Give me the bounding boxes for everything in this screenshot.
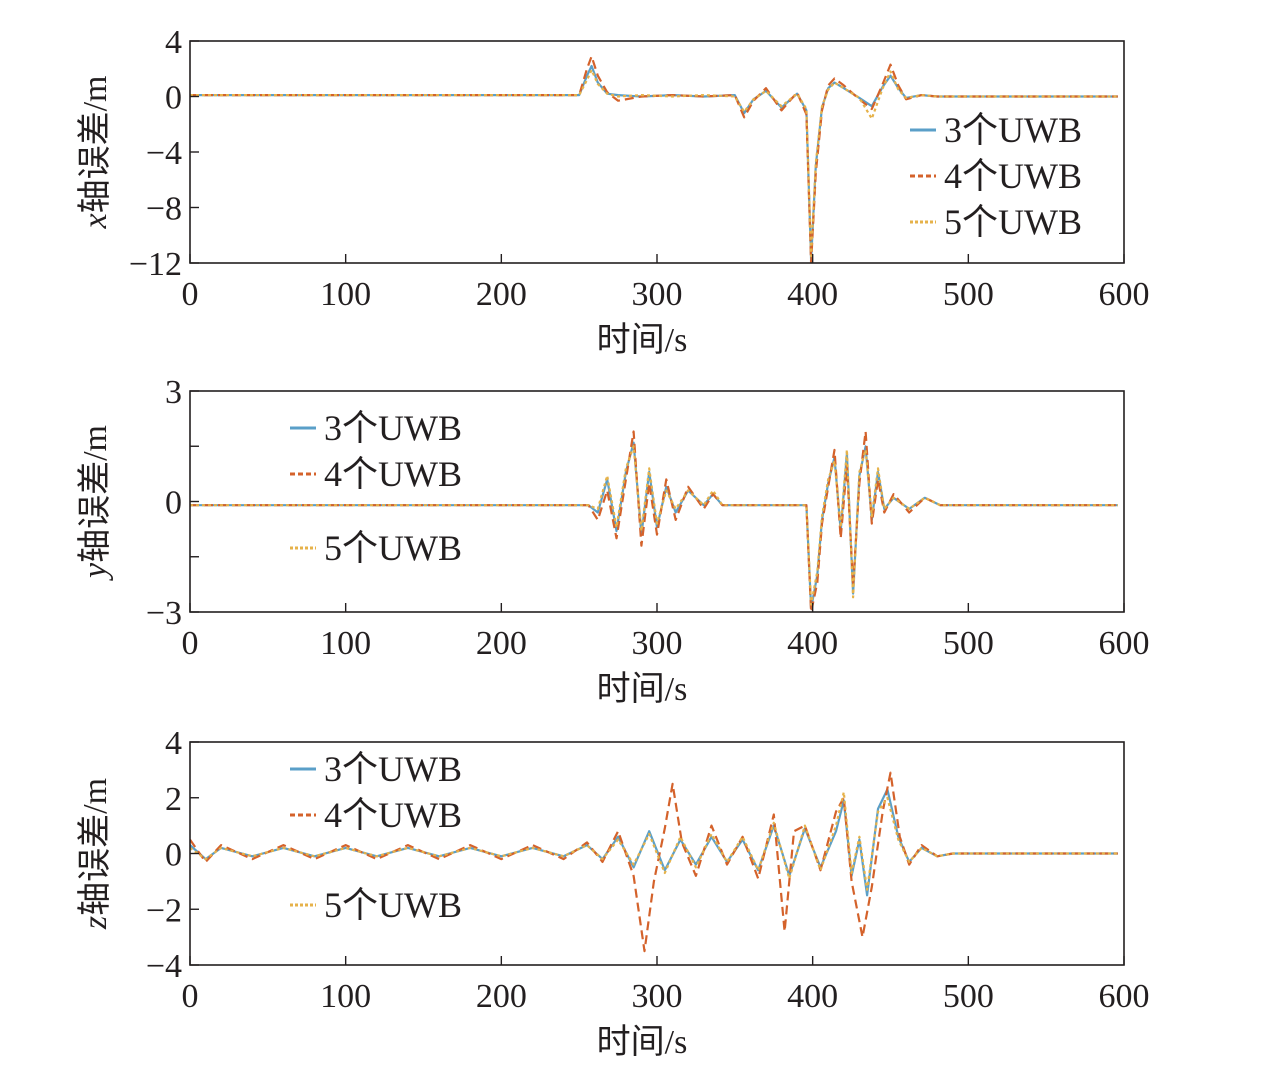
y-tick-label: −4 [146, 135, 182, 172]
x-tick-label: 200 [476, 625, 527, 662]
y-tick-label: 0 [165, 837, 182, 874]
x-tick-label: 500 [943, 625, 994, 662]
x-tick-label: 300 [632, 625, 683, 662]
x-tick-label: 400 [787, 625, 838, 662]
y-axis-title-variable: y [77, 562, 114, 581]
y-tick-label: −3 [146, 595, 182, 632]
series-line-5-uwb [190, 69, 1118, 258]
legend-label-4-uwb: 4个UWB [324, 795, 462, 835]
legend-label-3-uwb: 3个UWB [944, 110, 1082, 150]
legend-label-3-uwb: 3个UWB [324, 749, 462, 789]
y-axis-title-variable: z [77, 916, 114, 930]
y-tick-label: 4 [165, 24, 182, 61]
x-tick-label: 0 [182, 276, 199, 313]
y-tick-label: 0 [165, 485, 182, 522]
series-line-5-uwb [190, 445, 1118, 606]
x-tick-label: 600 [1099, 625, 1150, 662]
subplot-1: 0 100 200 300 400 500 600 4 0 −4 −8 −12 时间/s x轴误差/m 3个… [76, 24, 1150, 359]
x-axis-title: 时间/s [597, 322, 688, 359]
y-axis-title: z轴误差/m [76, 778, 114, 930]
x-tick-label: 600 [1099, 276, 1150, 313]
y-axis-title-text: 轴误差/m [76, 778, 114, 916]
y-axis-title: x轴误差/m [76, 76, 114, 230]
x-tick-label: 100 [320, 625, 371, 662]
x-tick-label: 100 [320, 276, 371, 313]
subplot-3: 0 100 200 300 400 500 600 4 2 0 −2 −4 时间/s z轴误差/m 3个UW… [76, 725, 1150, 1061]
x-tick-label: 100 [320, 978, 371, 1015]
legend-label-5-uwb: 5个UWB [944, 202, 1082, 242]
legend-label-5-uwb: 5个UWB [324, 528, 462, 568]
x-tick-label: 600 [1099, 978, 1150, 1015]
y-tick-label: 3 [165, 374, 182, 411]
series-line-5-uwb [190, 791, 1118, 891]
x-tick-label: 0 [182, 978, 199, 1015]
legend-label-3-uwb: 3个UWB [324, 408, 462, 448]
legend: 3个UWB 4个UWB 5个UWB [290, 408, 462, 568]
x-tick-label: 300 [632, 978, 683, 1015]
x-tick-label: 500 [943, 276, 994, 313]
y-tick-label: 4 [165, 725, 182, 762]
legend: 3个UWB 4个UWB 5个UWB [910, 110, 1082, 242]
x-axis-title: 时间/s [597, 1024, 688, 1061]
y-axis-title-text: 轴误差/m [76, 425, 114, 563]
legend-label-4-uwb: 4个UWB [324, 454, 462, 494]
legend-label-4-uwb: 4个UWB [944, 156, 1082, 196]
y-tick-label: 0 [165, 80, 182, 117]
legend-label-5-uwb: 5个UWB [324, 885, 462, 925]
y-axis-title-text: 轴误差/m [76, 76, 114, 214]
x-tick-label: 400 [787, 276, 838, 313]
y-tick-label: −12 [129, 246, 182, 283]
series-line-4-uwb [190, 430, 1118, 612]
y-tick-label: −4 [146, 948, 182, 985]
x-tick-label: 200 [476, 978, 527, 1015]
y-tick-label: 2 [165, 781, 182, 818]
x-tick-label: 200 [476, 276, 527, 313]
x-tick-label: 0 [182, 625, 199, 662]
x-tick-label: 300 [632, 276, 683, 313]
y-axis-title: y轴误差/m [76, 425, 114, 581]
legend: 3个UWB 4个UWB 5个UWB [290, 749, 462, 925]
x-tick-label: 400 [787, 978, 838, 1015]
x-axis-title: 时间/s [597, 671, 688, 708]
y-axis-title-variable: x [77, 213, 114, 229]
y-tick-label: −8 [146, 191, 182, 228]
y-tick-label: −2 [146, 892, 182, 929]
x-tick-label: 500 [943, 978, 994, 1015]
